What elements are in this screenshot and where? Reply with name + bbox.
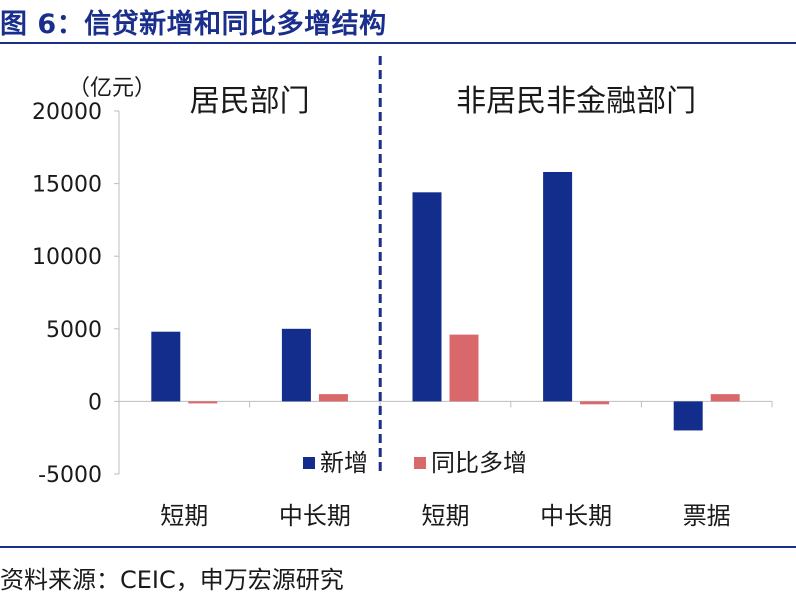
legend-label: 新增 <box>320 449 368 477</box>
source-note: 资料来源：CEIC，申万宏源研究 <box>0 566 344 594</box>
y-tick-label: -5000 <box>38 463 102 488</box>
bar-new-2 <box>281 328 311 402</box>
y-tick-label: 15000 <box>32 173 102 198</box>
y-tick-label: 0 <box>88 390 102 415</box>
y-tick-label: 10000 <box>32 245 102 270</box>
footer-rule <box>0 546 796 548</box>
category-label: 短期 <box>160 502 208 530</box>
category-label: 中长期 <box>540 502 612 530</box>
bar-yoy-4 <box>580 401 610 405</box>
legend-label: 同比多增 <box>431 449 527 477</box>
category-label: 短期 <box>422 502 470 530</box>
bar-yoy-5 <box>710 394 740 402</box>
unit-label: （亿元） <box>68 76 156 101</box>
group-label: 居民部门 <box>190 84 310 119</box>
bar-new-5 <box>673 401 703 431</box>
bar-new-1 <box>151 331 181 402</box>
y-tick-label: 5000 <box>46 318 102 343</box>
legend-swatch-1 <box>303 457 315 469</box>
y-tick-label: 20000 <box>32 100 102 125</box>
group-label: 非居民非金融部门 <box>456 84 696 119</box>
title-underline <box>0 42 796 44</box>
bar-new-3 <box>412 192 442 402</box>
category-label: 票据 <box>683 502 731 530</box>
category-label: 中长期 <box>279 502 351 530</box>
bar-yoy-1 <box>188 401 218 404</box>
bar-new-4 <box>543 171 573 402</box>
bar-yoy-3 <box>449 334 479 402</box>
legend-swatch-2 <box>414 457 426 469</box>
bar-chart: -5000 0 5000 10000 15000 20000（亿元） 短期 中长期 短期 中长期 票… <box>32 56 773 530</box>
chart-title: 图 6：信贷新增和同比多增结构 <box>0 9 387 40</box>
bar-yoy-2 <box>318 394 348 402</box>
